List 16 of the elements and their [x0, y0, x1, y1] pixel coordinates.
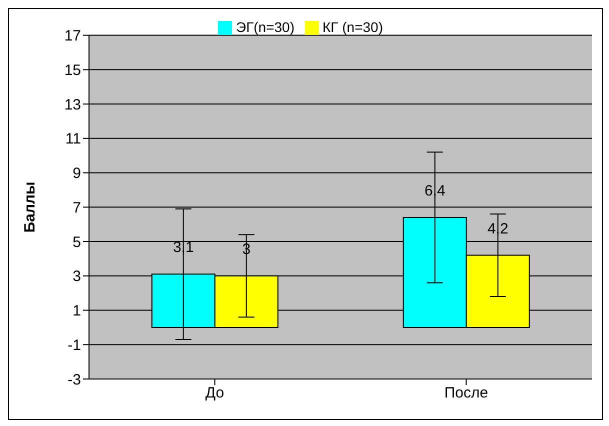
y-tick-label: 9: [72, 165, 81, 182]
y-tick-label: 1: [72, 302, 81, 320]
y-tick-label: 3: [72, 268, 81, 286]
y-tick-label: 11: [65, 130, 81, 148]
y-tick-label: 17: [64, 28, 81, 45]
y-tick-label: 15: [64, 62, 81, 79]
legend-label: ЭГ(n=30): [236, 19, 295, 35]
x-tick-label: После: [444, 384, 488, 402]
y-tick-label: -1: [68, 336, 81, 354]
y-tick-label: -3: [68, 371, 81, 388]
legend-label: КГ (n=30): [322, 19, 383, 35]
x-tick-label: До: [205, 384, 224, 402]
y-tick-label: 13: [64, 96, 81, 114]
y-axis-title: Баллы: [21, 182, 38, 233]
y-tick-label: 7: [72, 199, 81, 216]
y-tick-label: 5: [72, 234, 81, 251]
